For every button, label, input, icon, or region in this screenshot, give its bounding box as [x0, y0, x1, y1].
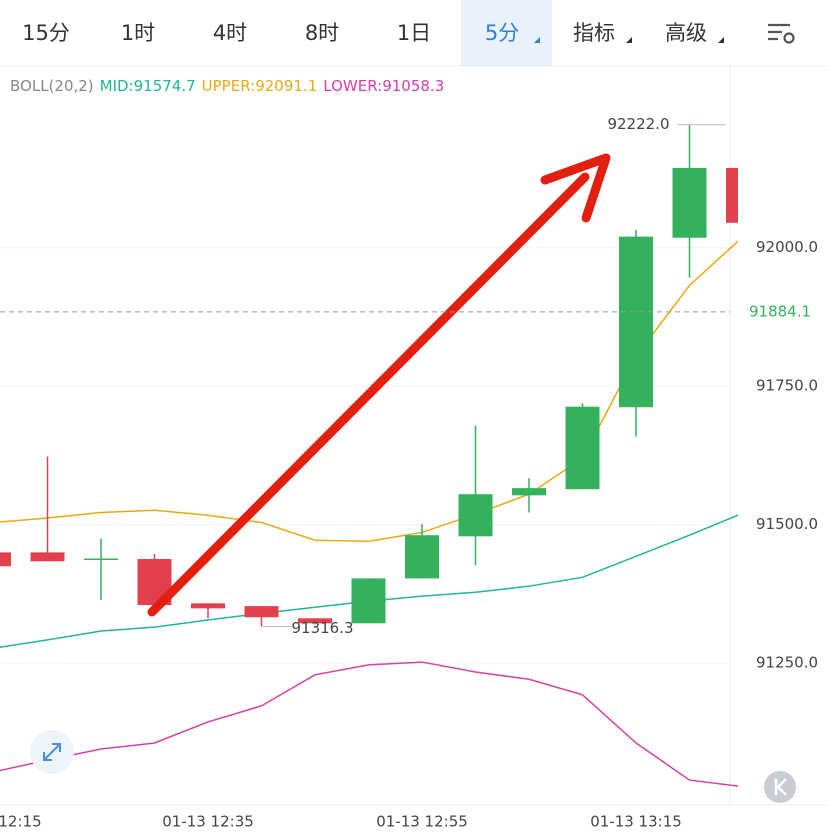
active-tab-bg [461, 0, 552, 66]
tab[interactable]: 8时 [305, 21, 339, 45]
candle-body [244, 606, 279, 618]
legend-item: MID:91574.7 [100, 77, 196, 95]
tab[interactable]: 1日 [397, 21, 431, 45]
candle-body [565, 406, 600, 490]
candle-body [30, 552, 65, 562]
candle-body [298, 618, 332, 624]
y-tick-label: 91500.0 [756, 515, 818, 533]
dropdown-caret [718, 37, 724, 43]
candle-body [619, 236, 653, 408]
candle-body [672, 167, 707, 238]
tab[interactable]: 高级 [665, 21, 707, 45]
x-tick-label: 01-13 12:35 [162, 813, 254, 831]
expand-button[interactable] [30, 730, 74, 774]
indicator-legend: BOLL(20,2) MID:91574.7 UPPER:92091.1 LOWER:… [10, 77, 444, 95]
tab[interactable]: 1时 [121, 21, 155, 45]
candle-body [191, 603, 225, 609]
reset-button[interactable] [764, 771, 796, 803]
boll-line [0, 661, 738, 787]
candle-body [512, 488, 546, 496]
candle-body [458, 494, 493, 537]
trend-arrow [147, 153, 611, 617]
toolbar [0, 0, 828, 66]
tab[interactable]: 15分 [22, 21, 70, 45]
x-tick-label: 01-13 12:55 [376, 813, 468, 831]
boll-line [0, 240, 738, 543]
y-tick-label: 91750.0 [756, 377, 818, 395]
settings-icon[interactable] [768, 23, 795, 44]
tab[interactable]: 指标 [573, 21, 615, 45]
candle-body [726, 167, 738, 223]
legend-item: BOLL(20,2) [10, 77, 94, 95]
x-tick-label: 12:15 [0, 813, 42, 831]
candle-body [405, 535, 439, 579]
candle-body [0, 552, 11, 567]
dropdown-caret [626, 37, 632, 43]
candle-body [84, 558, 118, 560]
dropdown-caret [534, 37, 540, 43]
candle-body [351, 578, 386, 624]
legend-item: LOWER:91058.3 [323, 77, 444, 95]
tab[interactable]: 4时 [213, 21, 247, 45]
y-tick-label: 91250.0 [756, 654, 818, 672]
x-tick-label: 01-13 13:15 [590, 813, 682, 831]
legend-item: UPPER:92091.1 [202, 77, 318, 95]
low-label: 91316.3 [292, 619, 354, 637]
y-tick-label: 92000.0 [756, 238, 818, 256]
last-price-label: 91884.1 [749, 302, 811, 320]
last-price-box [733, 298, 828, 325]
high-label: 92222.0 [607, 115, 669, 133]
tab[interactable]: 5分 [485, 21, 519, 45]
